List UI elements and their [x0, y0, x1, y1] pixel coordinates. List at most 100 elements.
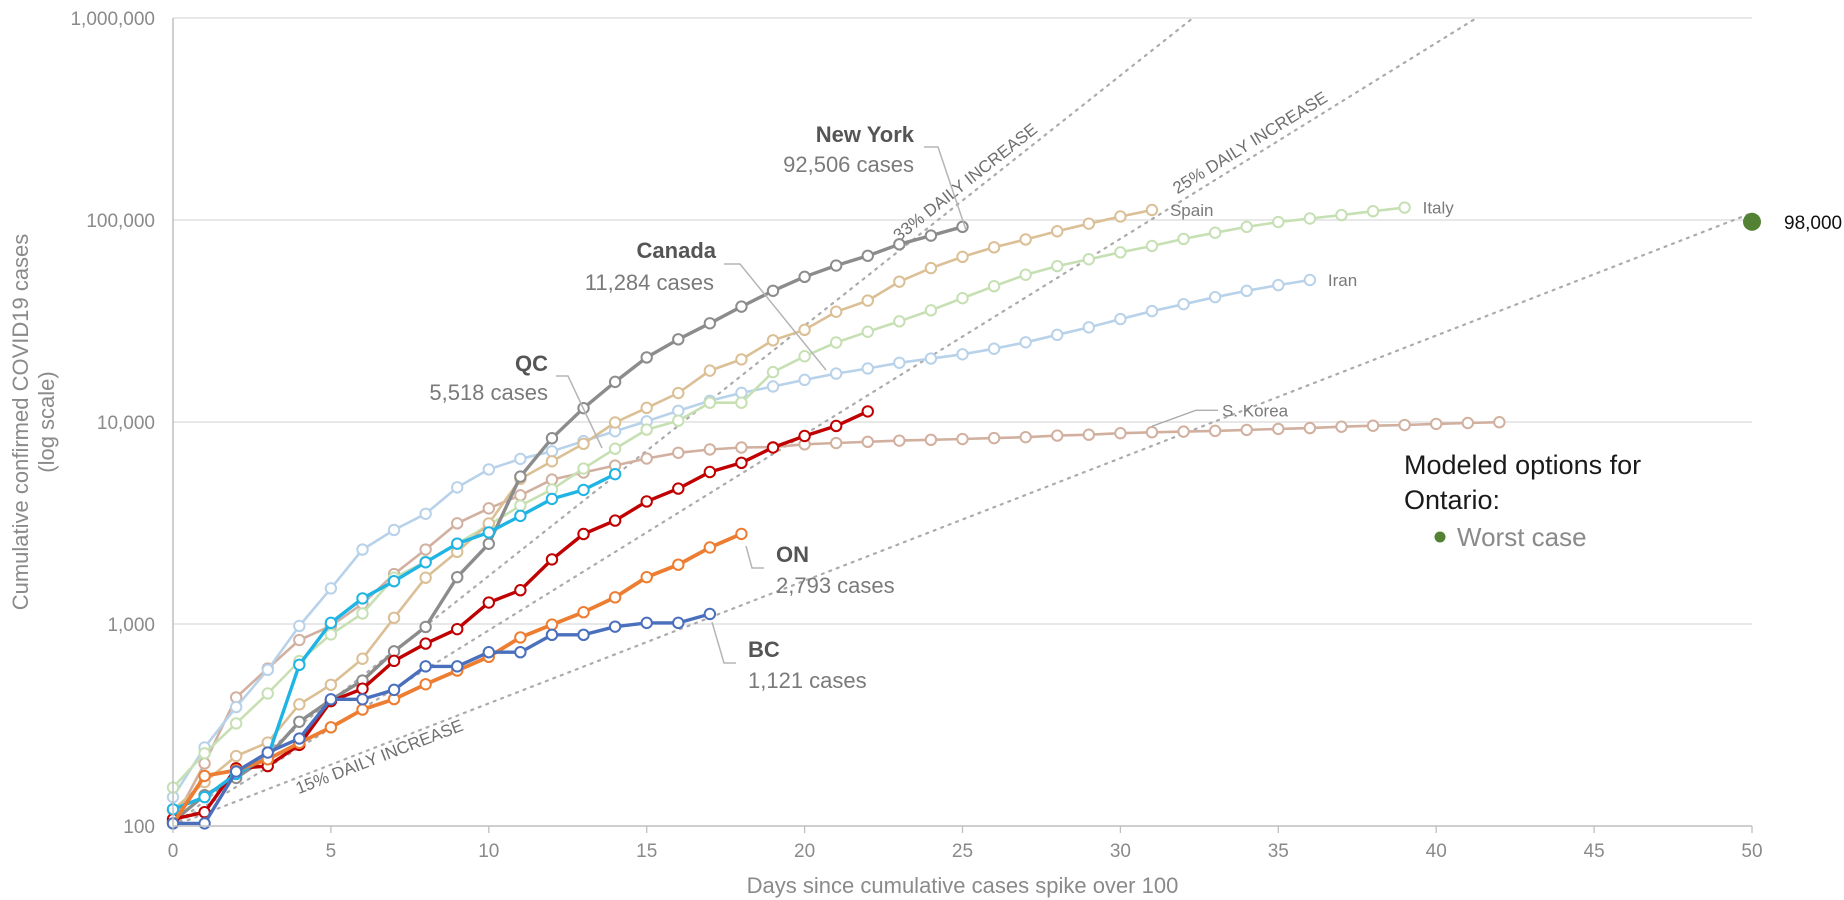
data-point [198, 790, 211, 804]
data-point [261, 687, 274, 700]
data-point [198, 757, 211, 770]
callout-on: ON 2,793 cases [745, 542, 895, 598]
data-point [482, 646, 495, 659]
data-point [293, 715, 306, 728]
data-point [356, 543, 369, 556]
data-point [324, 678, 338, 692]
data-point [1051, 225, 1064, 238]
callout-qc: QC 5,518 cases [429, 351, 603, 449]
data-point [1177, 232, 1190, 246]
modeled-title-line1: Modeled options for [1404, 450, 1641, 480]
data-point [608, 416, 622, 429]
data-point [514, 509, 527, 523]
data-point [924, 433, 938, 447]
data-point [514, 646, 527, 659]
data-point [356, 607, 369, 620]
x-tick-label: 10 [478, 841, 499, 862]
modeled-options-panel: Modeled options for Ontario: Worst case 98,… [1404, 212, 1842, 552]
data-point [1430, 417, 1443, 431]
data-point [1145, 203, 1159, 217]
data-point [766, 334, 780, 347]
data-point [861, 294, 874, 307]
callout-leader [724, 263, 827, 371]
data-point [861, 249, 874, 262]
data-point [356, 682, 369, 695]
data-point [1272, 215, 1285, 229]
data-point [229, 700, 243, 714]
series-line [172, 208, 1153, 811]
data-point [798, 350, 811, 363]
data-point [545, 445, 559, 458]
callout-name: Canada [637, 238, 717, 263]
data-point [451, 660, 464, 673]
callout-cases: 1,121 cases [748, 668, 867, 693]
data-point [545, 628, 559, 642]
data-point [293, 658, 306, 672]
data-point [893, 238, 906, 251]
data-point [640, 423, 653, 436]
data-point [893, 356, 906, 369]
data-point [735, 300, 748, 313]
data-point [829, 336, 843, 349]
modeled-item-bullet [1434, 531, 1446, 543]
data-point [1177, 297, 1190, 311]
data-point [798, 429, 811, 443]
data-point [766, 284, 780, 297]
data-point [829, 419, 843, 433]
data-point [766, 441, 780, 454]
data-point [987, 342, 1001, 355]
data-point [324, 616, 338, 630]
modeled-title-line2: Ontario: [1404, 485, 1500, 515]
data-point [545, 432, 559, 445]
data-point [703, 317, 717, 330]
data-point [1461, 416, 1474, 430]
data-point [387, 654, 401, 668]
data-point [766, 365, 780, 379]
data-point [1335, 208, 1348, 222]
series-label: Iran [1328, 271, 1357, 290]
data-point [1208, 290, 1222, 304]
data-point [703, 364, 717, 377]
series-bc [166, 607, 717, 830]
data-point [735, 353, 748, 366]
y-axis-title: Cumulative confirmed COVID19 cases(log s… [8, 234, 59, 611]
data-point [735, 456, 748, 470]
data-point [735, 441, 748, 454]
worst-case-point [1743, 212, 1761, 231]
data-point [387, 683, 401, 697]
data-point [1398, 201, 1411, 214]
series-label: Italy [1423, 199, 1455, 218]
callout-bc: BC 1,121 cases [711, 621, 867, 693]
series-leader [1151, 409, 1218, 427]
callout-canada: Canada 11,284 cases [585, 238, 827, 371]
x-tick-label: 30 [1110, 841, 1131, 862]
data-point [1114, 427, 1127, 440]
data-point [703, 396, 717, 409]
data-point [1145, 304, 1159, 318]
data-point [1019, 430, 1032, 444]
data-point [356, 693, 369, 706]
growth-label-15: 15% DAILY INCREASE [293, 716, 466, 798]
data-point [1145, 239, 1159, 253]
data-point [1366, 204, 1380, 218]
data-point [735, 527, 748, 541]
data-point [387, 611, 401, 625]
callout-name: BC [748, 637, 780, 662]
data-point [861, 325, 874, 338]
data-point [640, 616, 653, 630]
series-new-york [166, 220, 969, 828]
y-tick-label: 100 [123, 817, 155, 838]
data-point [324, 693, 338, 706]
data-point [703, 541, 717, 554]
x-tick-label: 40 [1426, 841, 1447, 862]
data-point [1398, 418, 1411, 432]
data-point [829, 259, 843, 272]
data-point [387, 523, 401, 537]
data-point [766, 380, 780, 393]
growth-line-15 [171, 211, 1754, 828]
data-point [640, 401, 653, 415]
series-label: S. Korea [1222, 401, 1289, 420]
data-point [672, 446, 685, 459]
data-point [893, 315, 906, 328]
